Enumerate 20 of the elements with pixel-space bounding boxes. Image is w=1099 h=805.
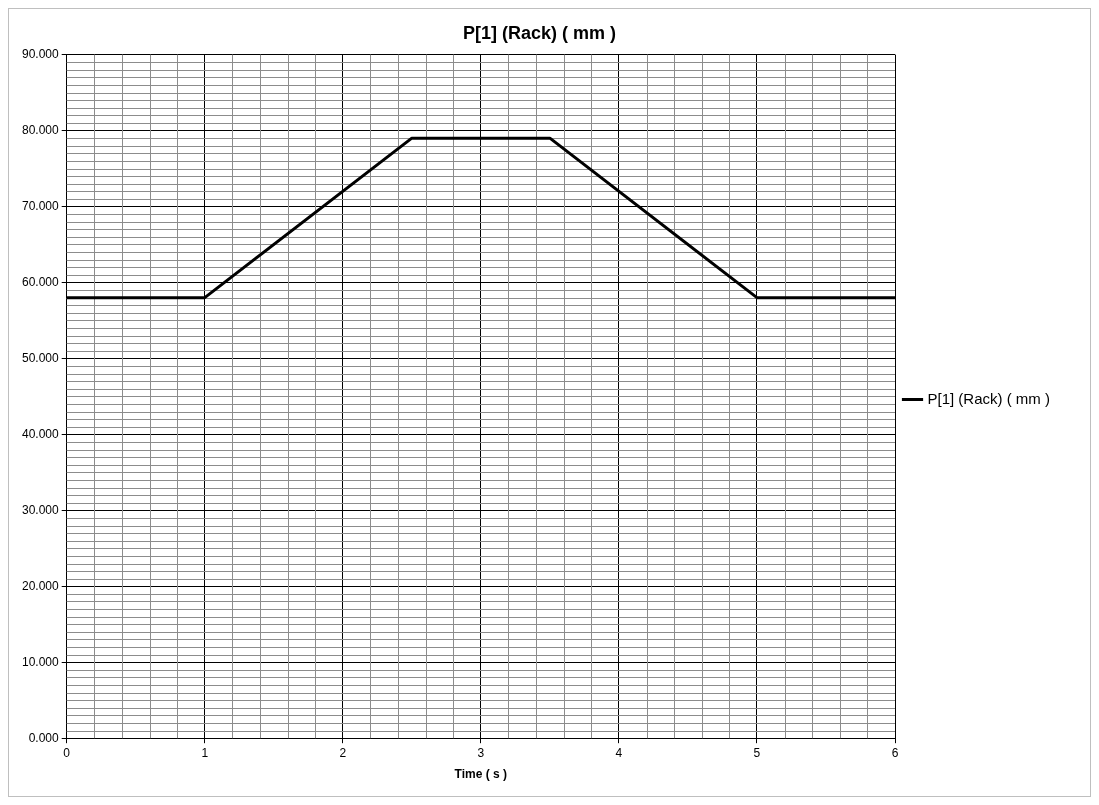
y-tick-label: 70.000 — [22, 198, 60, 213]
x-tick-label: 4 — [615, 745, 623, 760]
y-tick-label: 90.000 — [22, 46, 60, 61]
y-tick-label: 10.000 — [22, 654, 60, 669]
y-tick-label: 40.000 — [22, 426, 60, 441]
y-tick-label: 20.000 — [22, 578, 60, 593]
y-tick-label: 80.000 — [22, 122, 60, 137]
x-tick-label: 1 — [201, 745, 209, 760]
y-tick-label: 30.000 — [22, 502, 60, 517]
chart-title: P[1] (Rack) ( mm ) — [462, 22, 617, 43]
x-tick-label: 6 — [891, 745, 899, 760]
y-tick-label: 0.000 — [28, 730, 60, 745]
y-tick-label: 50.000 — [22, 350, 60, 365]
x-tick-label: 2 — [339, 745, 347, 760]
x-tick-label: 0 — [63, 745, 71, 760]
y-tick-label: 60.000 — [22, 274, 60, 289]
x-tick-label: 5 — [753, 745, 761, 760]
x-tick-label: 3 — [477, 745, 485, 760]
legend-label: P[1] (Rack) ( mm ) — [927, 389, 1050, 407]
x-axis-title: Time ( s ) — [454, 767, 508, 782]
